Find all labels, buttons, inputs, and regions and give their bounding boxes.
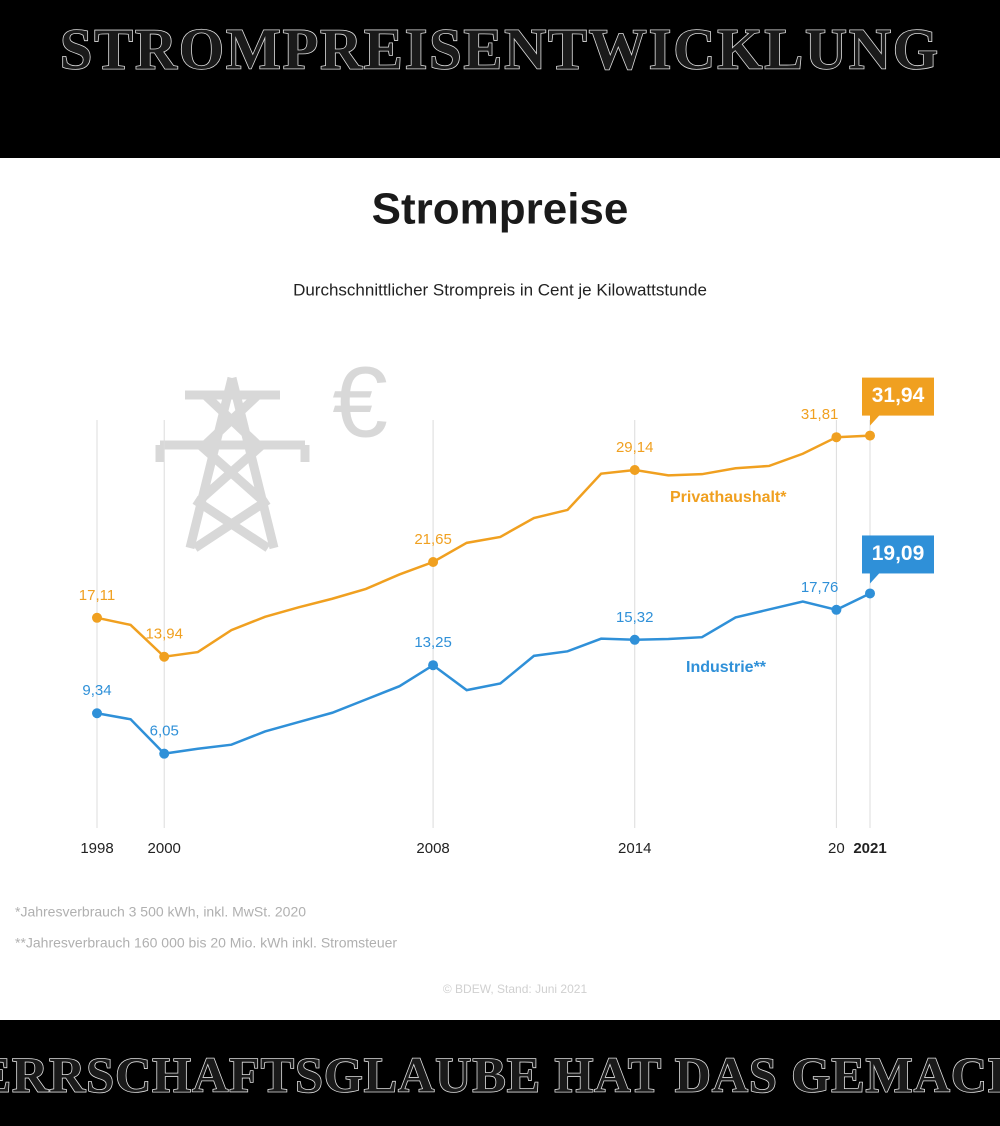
value-label-pointer xyxy=(870,572,880,584)
footnote: *Jahresverbrauch 3 500 kWh, inkl. MwSt. … xyxy=(15,904,306,920)
data-point xyxy=(865,430,875,441)
chart-panel xyxy=(0,158,1000,1020)
value-label: 6,05 xyxy=(150,723,179,740)
data-point xyxy=(159,748,170,759)
value-label-box xyxy=(862,535,934,574)
data-point xyxy=(629,634,640,645)
data-point xyxy=(428,557,439,568)
data-point xyxy=(92,708,102,719)
value-label: 19,09 xyxy=(872,542,925,565)
x-tick-label: 2021 xyxy=(853,840,886,857)
value-label: 13,25 xyxy=(414,634,452,651)
series-label: Privathaushalt* xyxy=(670,489,787,506)
pylon-icon xyxy=(155,376,310,552)
footer-banner: HERRSCHAFTSGLAUBE HAT DAS GEMACHT xyxy=(0,1046,1000,1102)
x-tick-label: 2014 xyxy=(618,840,651,857)
data-point xyxy=(865,588,875,599)
value-label-box xyxy=(862,377,934,416)
value-label: 9,34 xyxy=(82,682,111,699)
footnote: **Jahresverbrauch 160 000 bis 20 Mio. kW… xyxy=(15,935,397,951)
value-label-pointer xyxy=(870,414,880,426)
data-point xyxy=(831,604,842,615)
x-tick-label: 2000 xyxy=(148,840,181,857)
data-point xyxy=(629,464,640,475)
value-label: 17,11 xyxy=(79,587,115,604)
chart-title: Strompreise xyxy=(372,185,629,234)
data-point xyxy=(159,651,170,662)
chart-subtitle: Durchschnittlicher Strompreis in Cent je… xyxy=(293,280,707,299)
value-label: 21,65 xyxy=(414,531,452,548)
value-label: 15,32 xyxy=(616,609,654,626)
x-tick-label: 2008 xyxy=(416,840,449,857)
series-line xyxy=(96,434,871,659)
data-point xyxy=(831,432,842,443)
value-label: 13,94 xyxy=(145,626,183,643)
data-point xyxy=(92,612,102,623)
data-point xyxy=(428,660,439,671)
value-label: 29,14 xyxy=(616,439,654,456)
euro-icon: € xyxy=(332,346,388,458)
header-banner: STROMPREISENTWICKLUNG xyxy=(60,16,940,81)
series-label: Industrie** xyxy=(686,659,767,676)
x-tick-label: 1998 xyxy=(80,840,113,857)
value-label: 31,94 xyxy=(872,384,925,407)
x-tick-label: 20 xyxy=(828,840,845,857)
value-label: 31,81 xyxy=(801,406,839,423)
series-line xyxy=(96,592,871,755)
value-label: 17,76 xyxy=(801,579,839,596)
source: © BDEW, Stand: Juni 2021 xyxy=(443,982,588,996)
